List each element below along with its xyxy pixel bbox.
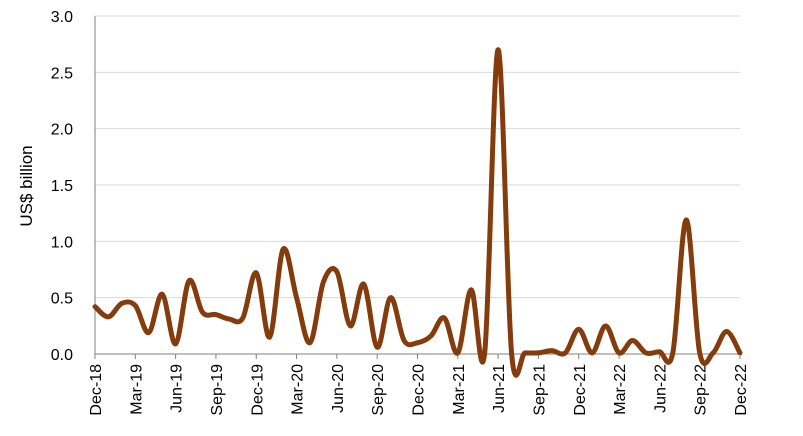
series-line [92,47,743,378]
y-tick-label: 3.0 [51,9,73,26]
gridlines [95,15,740,299]
x-tick-label: Jun-21 [491,364,508,413]
x-tick-label: Dec-21 [572,364,589,416]
x-tick-label: Sep-22 [693,364,710,416]
y-tick-label: 2.0 [51,122,73,139]
y-tick-label: 1.0 [51,234,73,251]
y-axis-title: US$ billion [17,145,36,226]
x-tick-label: Jun-20 [330,364,347,413]
x-tick-label: Dec-18 [88,364,105,416]
series-lines [92,47,743,378]
y-tick-label: 2.5 [51,65,73,82]
x-tick-label: Dec-22 [733,364,750,416]
x-tick-label: Jun-19 [169,364,186,413]
x-tick-label: Dec-19 [249,364,266,416]
x-tick-label: Mar-19 [128,364,145,415]
y-tick-label: 0.5 [51,291,73,308]
x-tick-label: Dec-20 [411,364,428,416]
axes [94,16,741,359]
y-tick-labels: 0.0 0.5 1.0 1.5 2.0 2.5 3.0 [51,9,73,364]
x-tick-label: Mar-20 [290,364,307,415]
y-tick-label: 0.0 [51,347,73,364]
x-tick-label: Sep-19 [209,364,226,416]
x-tick-label: Mar-22 [612,364,629,415]
y-tick-label: 1.5 [51,178,73,195]
x-tick-label: Sep-20 [370,364,387,416]
x-tick-label: Sep-21 [531,364,548,416]
x-tick-label: Jun-22 [652,364,669,413]
x-tick-labels: Dec-18 Mar-19 Jun-19 Sep-19 Dec-19 Mar-20 Jun-… [88,364,750,416]
x-tick-label: Mar-21 [451,364,468,415]
